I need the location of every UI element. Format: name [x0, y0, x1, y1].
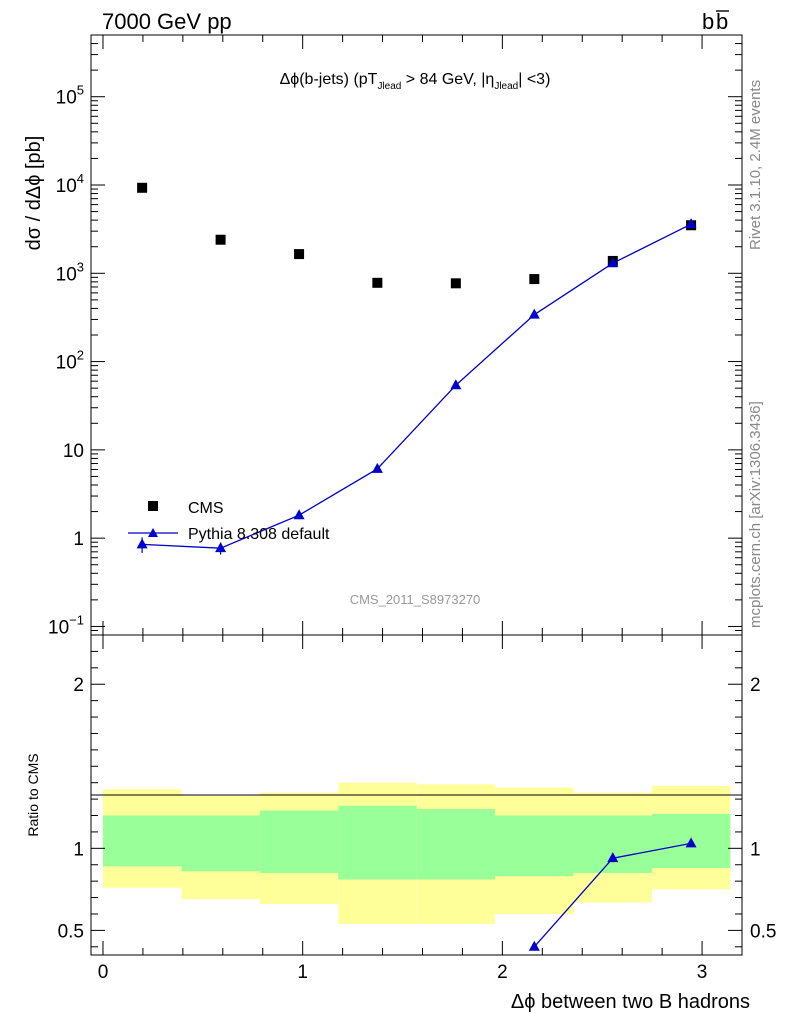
ratio-panel: 2 2 1 1 0.5 0.5 0 1 2 3 Ratio to CMS Δϕ between t…	[25, 634, 776, 1013]
legend-cms-label: CMS	[188, 500, 224, 517]
pythia-point	[685, 218, 697, 229]
ratio-pythia-point	[607, 852, 619, 863]
ratio-uncertainty-bands	[102, 782, 731, 924]
tick-exponent: 2	[77, 348, 84, 363]
ratio-y-axis-label: Ratio to CMS	[25, 753, 41, 836]
cms-point	[372, 277, 383, 288]
process-label: b b	[702, 9, 729, 34]
process-label-bbar: b	[716, 9, 728, 34]
main-y-tick-label: 105	[56, 83, 84, 109]
main-frame	[90, 34, 743, 636]
ratio-y-tick-label-right: 1	[750, 839, 761, 860]
main-title: Δϕ(b-jets) (pTJlead > 84 GeV, |ηJlead| <…	[280, 71, 551, 92]
pythia-point	[450, 379, 462, 390]
ratio-frame	[90, 634, 743, 956]
ratio-inner-band	[494, 815, 574, 877]
ratio-y-tick-label-right: 0.5	[750, 921, 776, 942]
ratio-pythia-point	[685, 837, 697, 848]
pythia-point	[607, 257, 619, 268]
cms-point	[137, 182, 148, 193]
ratio-pythia-point	[528, 940, 540, 951]
title-part1: Δϕ(b-jets) (pT	[280, 71, 378, 88]
tick-base: 1	[73, 529, 84, 550]
main-y-tick-label: 1	[73, 529, 84, 550]
x-tick-label: 1	[297, 962, 308, 983]
tick-base: 10	[56, 88, 77, 109]
pythia-point	[371, 462, 383, 473]
tick-base: 10	[63, 441, 84, 462]
legend-pythia-marker	[148, 528, 158, 537]
pythia-point	[136, 538, 148, 549]
tick-base: 10	[56, 176, 77, 197]
pythia-point	[215, 542, 227, 553]
cms-point	[294, 249, 305, 260]
ratio-inner-band	[181, 815, 260, 872]
x-tick-label: 3	[697, 962, 708, 983]
cms-point	[529, 274, 540, 285]
main-y-tick-label: 102	[56, 348, 84, 374]
tick-exponent: −1	[69, 612, 84, 627]
cms-point	[215, 234, 226, 245]
tick-base: 10	[56, 264, 77, 285]
cms-point	[450, 278, 461, 289]
ratio-inner-band	[259, 810, 339, 873]
legend: CMS Pythia 8.308 default	[128, 500, 330, 543]
main-y-tick-label: 104	[56, 171, 84, 197]
legend-pythia-label: Pythia 8.308 default	[188, 526, 330, 543]
title-part3: | <3)	[518, 71, 550, 88]
ratio-y-tick-label-right: 2	[750, 675, 761, 696]
x-tick-label: 0	[98, 962, 109, 983]
title-sub1: Jlead	[377, 81, 401, 92]
legend-cms-marker	[148, 501, 158, 511]
title-part2: > 84 GeV, |η	[401, 71, 494, 88]
ratio-inner-band	[102, 815, 182, 867]
tick-base: 10	[56, 353, 77, 374]
rivet-label: Rivet 3.1.10, 2.4M events	[747, 80, 764, 250]
tick-base: 10	[48, 617, 69, 638]
ratio-inner-band	[573, 815, 652, 873]
ratio-inner-band	[338, 805, 417, 880]
main-y-axis-label: dσ / dΔϕ [pb]	[23, 136, 45, 251]
watermark: CMS_2011_S8973270	[350, 592, 481, 607]
tick-exponent: 3	[77, 259, 84, 274]
energy-label: 7000 GeV pp	[102, 9, 232, 34]
pythia-point	[293, 509, 305, 520]
ratio-axis-ticks: 2 2 1 1 0.5 0.5 0 1 2 3	[58, 634, 776, 983]
x-axis-label: Δϕ between two B hadrons	[511, 991, 750, 1013]
tick-exponent: 4	[77, 171, 84, 186]
main-y-tick-label: 103	[56, 259, 84, 285]
process-label-b: b	[702, 9, 714, 34]
pythia-line	[142, 223, 692, 549]
ratio-y-tick-label-left: 2	[73, 675, 84, 696]
ratio-inner-band	[416, 808, 495, 880]
pythia-point	[528, 308, 540, 319]
main-y-tick-label: 10	[63, 441, 84, 462]
mcplots-label: mcplots.cern.ch [arXiv:1306.3436]	[747, 401, 764, 628]
title-sub2: Jlead	[494, 81, 518, 92]
x-tick-label: 2	[497, 962, 508, 983]
ratio-data-marks	[528, 837, 697, 951]
tick-exponent: 5	[77, 83, 84, 98]
ratio-y-tick-label-left: 1	[73, 839, 84, 860]
main-y-tick-label: 10−1	[48, 612, 84, 638]
main-data-marks	[136, 182, 697, 555]
ratio-y-tick-label-left: 0.5	[58, 921, 84, 942]
